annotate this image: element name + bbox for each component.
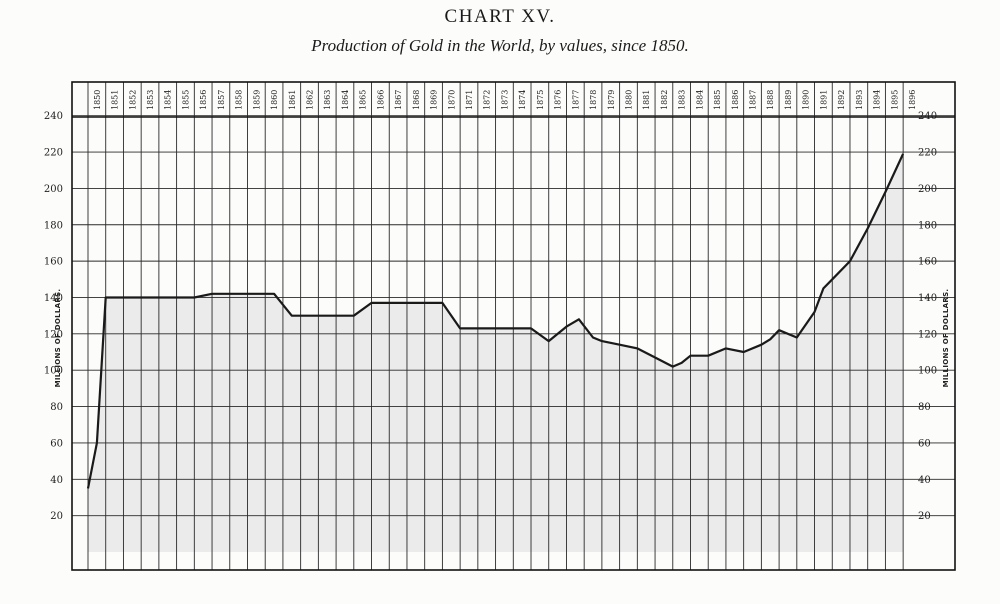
chart-title: CHART XV. <box>444 6 556 27</box>
chart-subtitle: Production of Gold in the World, by valu… <box>311 36 689 55</box>
y-tick-label-left: 80 <box>50 402 63 413</box>
x-tick-label: 1850 <box>93 90 102 110</box>
x-tick-label: 1866 <box>376 90 385 110</box>
x-tick-label: 1888 <box>766 90 775 110</box>
y-tick-label-left: 40 <box>50 475 63 486</box>
x-tick-label: 1853 <box>146 90 155 110</box>
x-tick-label: 1892 <box>837 90 846 110</box>
y-tick-label-right: 20 <box>918 511 931 522</box>
y-tick-label-left: 200 <box>44 184 63 195</box>
y-tick-label-left: 100 <box>44 366 63 377</box>
x-tick-label: 1886 <box>731 90 740 110</box>
x-tick-label: 1876 <box>554 90 563 110</box>
y-tick-label-right: 160 <box>918 257 937 268</box>
x-tick-label: 1870 <box>447 90 456 110</box>
y-tick-label-left: 180 <box>44 220 63 231</box>
y-tick-label-right: 80 <box>918 402 931 413</box>
x-tick-label: 1863 <box>323 90 332 110</box>
x-tick-label: 1857 <box>217 90 226 110</box>
x-tick-label: 1885 <box>713 90 722 110</box>
x-tick-label: 1882 <box>660 90 669 110</box>
x-tick-label: 1856 <box>199 90 208 110</box>
y-tick-label-right: 220 <box>918 148 937 159</box>
x-tick-label: 1872 <box>483 90 492 110</box>
x-tick-label: 1883 <box>678 90 687 110</box>
x-tick-label: 1874 <box>518 90 527 110</box>
y-tick-label-right: 140 <box>918 293 937 304</box>
x-tick-label: 1873 <box>500 90 509 110</box>
y-tick-label-left: 20 <box>50 511 63 522</box>
x-tick-label: 1880 <box>624 90 633 110</box>
x-tick-label: 1862 <box>306 90 315 110</box>
y-tick-label-left: 140 <box>44 293 63 304</box>
x-tick-label: 1867 <box>394 90 403 110</box>
x-tick-label: 1851 <box>111 90 120 110</box>
x-tick-label: 1877 <box>571 90 580 110</box>
x-tick-label: 1894 <box>873 90 882 110</box>
x-tick-label: 1895 <box>890 90 899 110</box>
y-tick-label-right: 40 <box>918 475 931 486</box>
x-tick-label: 1881 <box>642 90 651 110</box>
y-tick-label-left: 220 <box>44 148 63 159</box>
x-tick-label: 1859 <box>252 90 261 110</box>
y-tick-label-right: 120 <box>918 329 937 340</box>
x-tick-label: 1890 <box>802 90 811 110</box>
x-tick-label: 1868 <box>412 90 421 110</box>
y-tick-label-right: 100 <box>918 366 937 377</box>
y-tick-label-left: 240 <box>44 111 63 122</box>
x-tick-label: 1884 <box>695 90 704 110</box>
y-axis-label-left: MILLIONS OF DOLLARS. <box>54 289 62 388</box>
y-tick-label-left: 60 <box>50 438 63 449</box>
x-tick-label: 1889 <box>784 90 793 110</box>
x-tick-label: 1864 <box>341 90 350 110</box>
y-tick-label-right: 60 <box>918 438 931 449</box>
x-tick-label: 1878 <box>589 90 598 110</box>
x-tick-label: 1869 <box>430 90 439 110</box>
y-tick-label-left: 120 <box>44 329 63 340</box>
x-tick-label: 1860 <box>270 90 279 110</box>
y-axis-label-right: MILLIONS OF DOLLARS. <box>942 289 950 388</box>
series-line <box>86 153 905 489</box>
x-tick-label: 1891 <box>819 90 828 110</box>
y-tick-label-right: 200 <box>918 184 937 195</box>
x-tick-label: 1852 <box>128 90 137 110</box>
chart-frame <box>71 81 956 571</box>
x-tick-label: 1887 <box>749 90 758 110</box>
x-tick-label: 1871 <box>465 90 474 110</box>
x-tick-label: 1855 <box>181 90 190 110</box>
x-tick-label: 1896 <box>908 90 917 110</box>
x-tick-label: 1893 <box>855 90 864 110</box>
x-tick-label: 1854 <box>164 90 173 110</box>
y-tick-label-right: 180 <box>918 220 937 231</box>
x-tick-label: 1879 <box>607 90 616 110</box>
x-tick-label: 1861 <box>288 90 297 110</box>
x-tick-label: 1858 <box>235 90 244 110</box>
y-tick-label-left: 160 <box>44 257 63 268</box>
x-tick-label: 1865 <box>359 90 368 110</box>
x-tick-label: 1875 <box>536 90 545 110</box>
